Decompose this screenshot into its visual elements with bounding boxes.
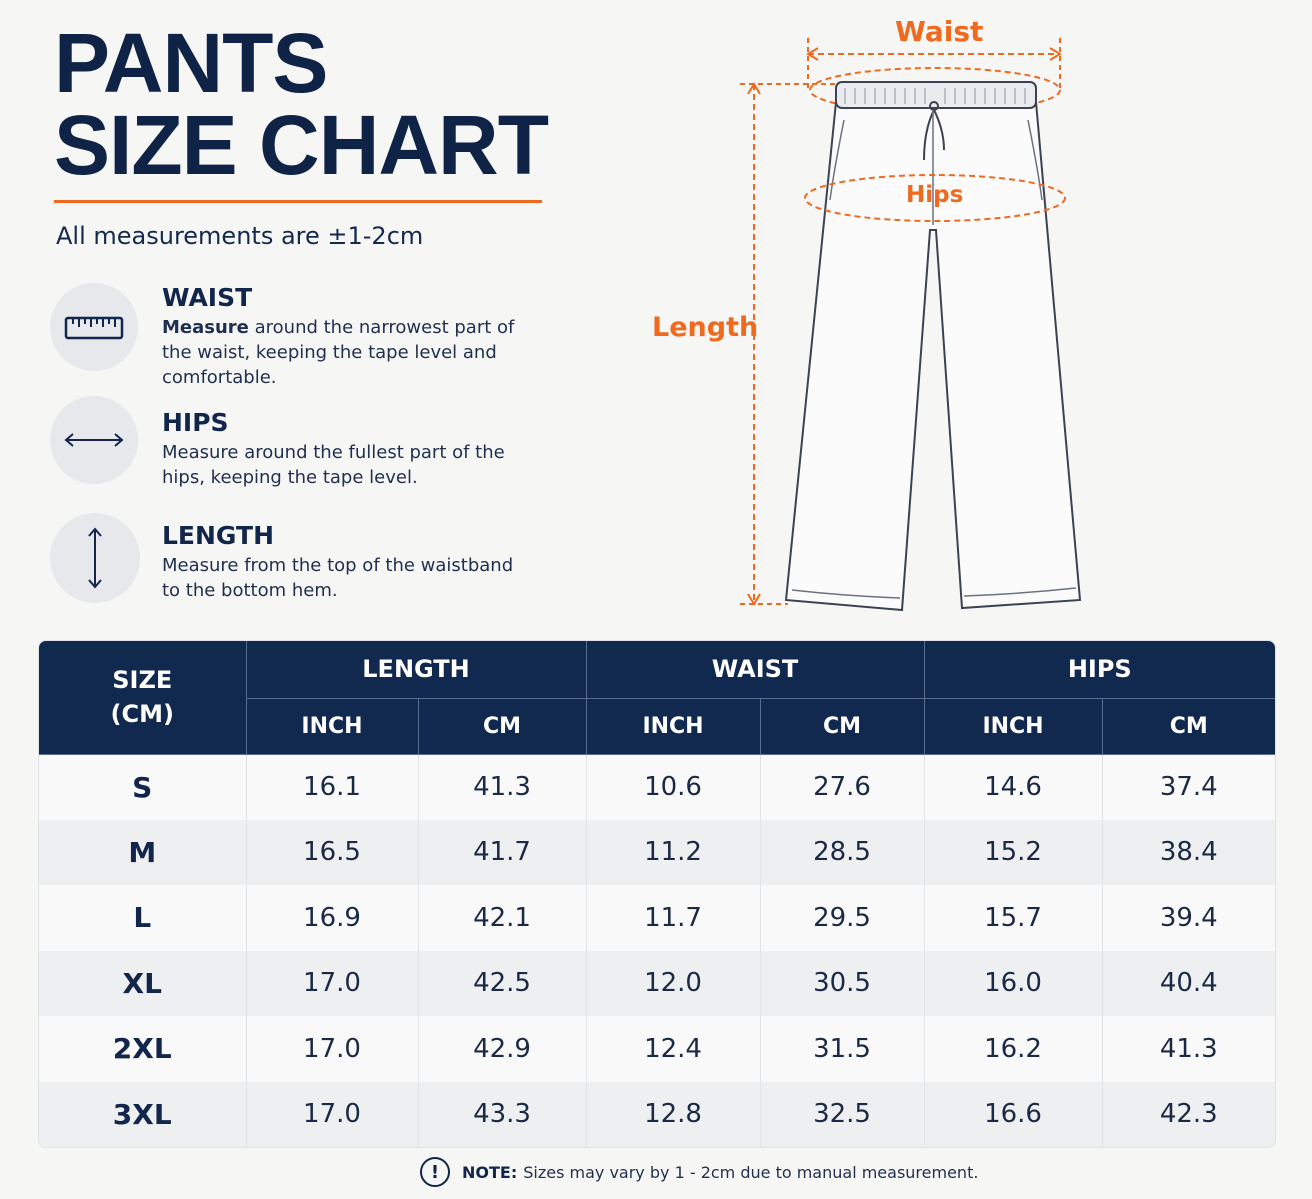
unit-header: CM xyxy=(418,698,587,755)
value-cell: 16.2 xyxy=(924,1016,1103,1082)
guide-waist-desc: Measure around the narrowest part of the… xyxy=(162,317,515,388)
unit-header: CM xyxy=(1102,698,1275,755)
unit-header: INCH xyxy=(924,698,1103,755)
value-cell: 16.9 xyxy=(246,885,419,951)
value-cell: 12.8 xyxy=(586,1081,761,1147)
table-row: 3XL 17.0 43.3 12.8 32.5 16.6 42.3 xyxy=(39,1081,1275,1147)
guide-hips-desc: Measure around the fullest part of the h… xyxy=(162,442,505,488)
size-cell: M xyxy=(39,819,247,885)
table-row: XL 17.0 42.5 12.0 30.5 16.0 40.4 xyxy=(39,950,1275,1016)
size-cell: 3XL xyxy=(39,1081,247,1147)
value-cell: 42.1 xyxy=(418,885,587,951)
page-title: PANTS SIZE CHART xyxy=(54,16,549,192)
value-cell: 12.4 xyxy=(586,1016,761,1082)
value-cell: 42.9 xyxy=(418,1016,587,1082)
title-line-1: PANTS xyxy=(54,16,328,110)
size-cell: 2XL xyxy=(39,1016,247,1082)
guide-length: LENGTH Measure from the top of the waist… xyxy=(50,513,530,608)
value-cell: 15.7 xyxy=(924,885,1103,951)
value-cell: 11.2 xyxy=(586,819,761,885)
size-table: SIZE (CM) LENGTH WAIST HIPS INCH CM INCH… xyxy=(38,640,1276,1148)
measurement-tolerance: All measurements are ±1-2cm xyxy=(56,222,424,250)
value-cell: 42.5 xyxy=(418,950,587,1016)
value-cell: 40.4 xyxy=(1102,950,1275,1016)
value-cell: 42.3 xyxy=(1102,1081,1275,1147)
value-cell: 38.4 xyxy=(1102,819,1275,885)
unit-header: INCH xyxy=(586,698,761,755)
guide-waist: WAIST Measure around the narrowest part … xyxy=(50,283,530,388)
value-cell: 17.0 xyxy=(246,1016,419,1082)
guide-waist-title: WAIST xyxy=(162,283,253,312)
value-cell: 16.0 xyxy=(924,950,1103,1016)
table-row: L 16.9 42.1 11.7 29.5 15.7 39.4 xyxy=(39,885,1275,951)
value-cell: 17.0 xyxy=(246,1081,419,1147)
size-cell: L xyxy=(39,885,247,951)
guide-hips: HIPS Measure around the fullest part of … xyxy=(50,396,530,488)
title-line-2: SIZE CHART xyxy=(54,98,549,192)
footnote: ! NOTE: Sizes may vary by 1 - 2cm due to … xyxy=(420,1156,978,1188)
size-cell: XL xyxy=(39,950,247,1016)
table-row: S 16.1 41.3 10.6 27.6 14.6 37.4 xyxy=(39,754,1275,820)
value-cell: 32.5 xyxy=(760,1081,925,1147)
group-header-hips: HIPS xyxy=(924,641,1275,699)
value-cell: 16.1 xyxy=(246,754,419,820)
value-cell: 16.6 xyxy=(924,1081,1103,1147)
value-cell: 15.2 xyxy=(924,819,1103,885)
guide-length-title: LENGTH xyxy=(162,521,274,550)
guide-length-desc: Measure from the top of the waistband to… xyxy=(162,555,514,601)
value-cell: 29.5 xyxy=(760,885,925,951)
value-cell: 41.3 xyxy=(1102,1016,1275,1082)
warning-icon: ! xyxy=(420,1157,450,1187)
unit-header: CM xyxy=(760,698,925,755)
size-column-header: SIZE (CM) xyxy=(39,641,247,755)
table-row: M 16.5 41.7 11.2 28.5 15.2 38.4 xyxy=(39,819,1275,885)
guide-hips-title: HIPS xyxy=(162,408,229,437)
value-cell: 14.6 xyxy=(924,754,1103,820)
value-cell: 17.0 xyxy=(246,950,419,1016)
value-cell: 28.5 xyxy=(760,819,925,885)
footnote-text: NOTE: Sizes may vary by 1 - 2cm due to ma… xyxy=(462,1162,979,1182)
horizontal-arrow-icon xyxy=(50,396,138,484)
ruler-icon xyxy=(50,283,138,371)
hips-label: Hips xyxy=(906,182,964,208)
pants-illustration xyxy=(740,38,1082,612)
value-cell: 30.5 xyxy=(760,950,925,1016)
waist-label: Waist xyxy=(895,15,984,48)
pants-diagram: Waist Hips Length xyxy=(640,10,1100,620)
value-cell: 41.3 xyxy=(418,754,587,820)
value-cell: 43.3 xyxy=(418,1081,587,1147)
group-header-waist: WAIST xyxy=(586,641,925,699)
value-cell: 10.6 xyxy=(586,754,761,820)
value-cell: 39.4 xyxy=(1102,885,1275,951)
value-cell: 41.7 xyxy=(418,819,587,885)
value-cell: 11.7 xyxy=(586,885,761,951)
value-cell: 12.0 xyxy=(586,950,761,1016)
value-cell: 16.5 xyxy=(246,819,419,885)
unit-header: INCH xyxy=(246,698,419,755)
table-row: 2XL 17.0 42.9 12.4 31.5 16.2 41.3 xyxy=(39,1016,1275,1082)
title-underline xyxy=(54,200,542,203)
value-cell: 27.6 xyxy=(760,754,925,820)
size-cell: S xyxy=(39,754,247,820)
value-cell: 31.5 xyxy=(760,1016,925,1082)
length-label: Length xyxy=(652,312,759,343)
group-header-length: LENGTH xyxy=(246,641,587,699)
value-cell: 37.4 xyxy=(1102,754,1275,820)
vertical-arrow-icon xyxy=(50,513,140,603)
